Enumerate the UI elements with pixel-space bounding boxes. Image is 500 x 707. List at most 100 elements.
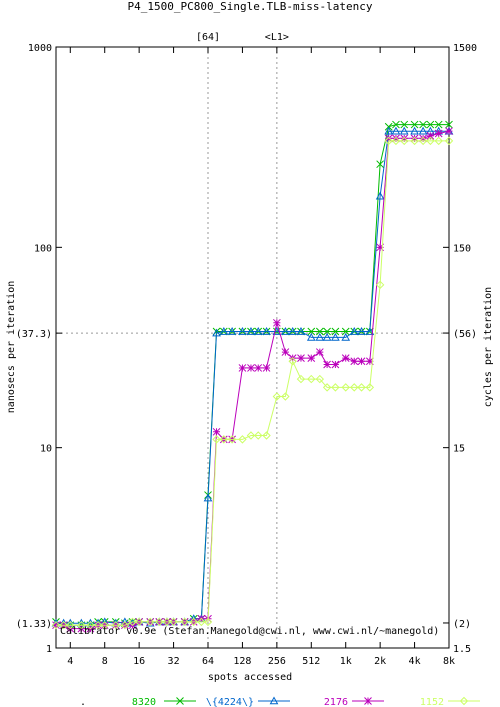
data-point [331, 360, 340, 369]
y2-tick-label: 1500 [453, 43, 477, 54]
data-point [134, 617, 144, 627]
data-point [331, 383, 340, 392]
data-point [445, 120, 453, 129]
data-point [400, 134, 409, 143]
legend-item: 8320 [132, 697, 196, 707]
legend-marker [269, 696, 279, 705]
data-point [323, 327, 331, 336]
x-axis-label: spots accessed [208, 672, 292, 683]
y-axis-label: nanosecs per iteration [6, 281, 17, 413]
data-point [111, 620, 121, 630]
x-tick-label: 1k [340, 656, 352, 667]
data-point [306, 332, 316, 341]
data-point [375, 280, 385, 290]
series-4 [51, 136, 454, 630]
series-3 [52, 127, 453, 633]
plot-frame [55, 46, 450, 649]
y-axis: 1 (1.33) 10 (37.3) 100 1000 [16, 43, 62, 655]
data-point [375, 191, 385, 200]
data-point [128, 617, 137, 627]
data-point [434, 136, 443, 146]
data-point [341, 354, 350, 362]
data-point [219, 326, 229, 335]
data-point [281, 392, 290, 401]
legend-marker [459, 696, 469, 706]
y2-tick-label: 1.5 [453, 644, 471, 655]
data-point [238, 326, 247, 335]
data-point [120, 620, 130, 630]
x-tick-label: 256 [268, 656, 286, 667]
y2-tick-label: 150 [453, 243, 471, 254]
x-tick-label: 16 [133, 656, 145, 667]
data-point [434, 120, 443, 129]
data-point [331, 332, 340, 341]
data-point [410, 120, 419, 129]
data-point [418, 126, 428, 135]
data-point [419, 134, 427, 143]
data-point [238, 364, 247, 372]
data-point [323, 360, 331, 369]
y-tick-label: (1.33) [16, 619, 52, 630]
series-layer [51, 120, 454, 633]
x-axis: 4 8 16 32 64 128 256 512 1k 2k 4k 8k [67, 47, 455, 667]
data-point [315, 332, 325, 341]
data-point [410, 136, 419, 146]
x-tick-label: 128 [233, 656, 251, 667]
data-point [296, 326, 306, 335]
data-point [51, 620, 61, 630]
data-point [203, 617, 213, 627]
data-point [227, 435, 237, 444]
series-2 [51, 126, 454, 627]
legend-item: 1152 [420, 696, 480, 707]
x-tick-label: 2k [374, 656, 386, 667]
data-point [246, 431, 256, 440]
x-tick-label: 4 [67, 656, 73, 667]
data-point [77, 620, 86, 630]
data-point [357, 357, 366, 366]
data-point [66, 620, 75, 630]
data-point [162, 617, 172, 627]
data-point [247, 364, 255, 372]
x-tick-label: 512 [302, 656, 320, 667]
data-point [180, 617, 189, 627]
data-point [349, 326, 359, 335]
data-point [341, 383, 350, 392]
data-point [410, 134, 419, 143]
x-tick-label: 8k [443, 656, 455, 667]
x-tick-label: 4k [409, 656, 421, 667]
data-point [227, 326, 237, 335]
data-point [322, 383, 332, 392]
x-tick-label: 32 [168, 656, 180, 667]
y2-tick-label: 15 [453, 444, 465, 455]
data-point [350, 357, 359, 366]
data-point [238, 435, 247, 444]
y-tick-label: (37.3) [16, 329, 52, 340]
data-point [212, 435, 221, 444]
legend-marker [176, 697, 184, 705]
data-point [197, 617, 206, 627]
data-point [445, 127, 453, 136]
y-tick-label: 100 [34, 243, 52, 254]
data-point [281, 326, 290, 335]
series-line [56, 140, 449, 626]
data-point [254, 431, 263, 440]
data-point [400, 136, 409, 146]
data-point [350, 383, 359, 392]
y2-axis: 1.5 (2) 15 (56) 150 1500 [443, 43, 477, 655]
data-point [365, 383, 375, 392]
data-point [307, 374, 316, 384]
legend-marker [364, 697, 372, 705]
data-point [426, 136, 435, 146]
data-point [272, 392, 282, 401]
data-point [392, 120, 400, 129]
data-point [262, 326, 271, 335]
data-point [273, 318, 281, 327]
data-point [426, 120, 435, 129]
y-tick-label: 1 [46, 644, 52, 655]
annotation-text: Calibrator v0.9e (Stefan.Manegold@cwi.nl… [60, 626, 439, 637]
data-point [392, 134, 400, 143]
data-point [419, 120, 427, 129]
legend-label: 8320 [132, 697, 156, 707]
data-point [331, 327, 340, 336]
data-point [426, 132, 435, 140]
